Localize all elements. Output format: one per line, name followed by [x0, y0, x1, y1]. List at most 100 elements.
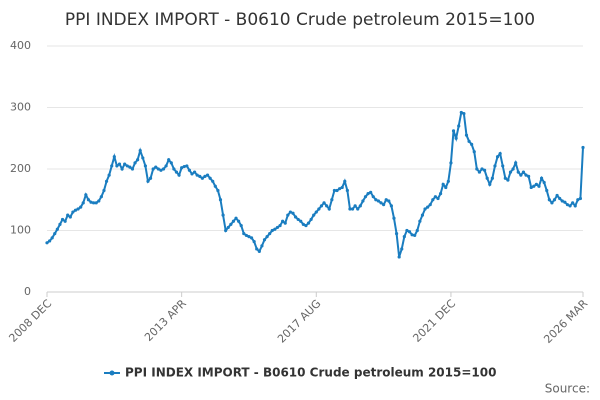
- point: [454, 136, 458, 140]
- point: [198, 174, 202, 178]
- point: [92, 201, 96, 205]
- point: [343, 179, 347, 183]
- point: [397, 255, 401, 259]
- point: [483, 168, 487, 172]
- point: [211, 179, 215, 183]
- point: [514, 161, 518, 165]
- point: [565, 203, 570, 207]
- point: [337, 187, 342, 191]
- point: [141, 156, 145, 160]
- point: [293, 215, 298, 219]
- point: [317, 207, 321, 211]
- point: [169, 161, 173, 165]
- point: [485, 176, 489, 180]
- point: [532, 184, 536, 188]
- point: [426, 205, 430, 209]
- point: [384, 198, 388, 202]
- point: [449, 161, 453, 165]
- point: [389, 204, 393, 208]
- point: [107, 173, 111, 177]
- point: [174, 170, 179, 174]
- point: [501, 164, 505, 168]
- point: [555, 193, 559, 198]
- point: [545, 188, 549, 193]
- point: [301, 222, 305, 226]
- point: [428, 203, 432, 207]
- point: [335, 188, 339, 193]
- point: [50, 236, 54, 240]
- point: [581, 145, 585, 150]
- point: [552, 198, 557, 202]
- point: [226, 225, 230, 230]
- point: [291, 211, 295, 215]
- point: [231, 219, 236, 223]
- point: [156, 167, 160, 171]
- point: [143, 164, 147, 168]
- point: [275, 225, 280, 230]
- point: [573, 204, 577, 208]
- point: [578, 196, 583, 201]
- point: [563, 200, 567, 204]
- point: [205, 173, 210, 177]
- point: [112, 155, 116, 159]
- point: [444, 185, 448, 190]
- point: [79, 205, 83, 209]
- x-tick-label: 2008 DEC: [6, 297, 54, 345]
- point: [130, 167, 135, 171]
- point: [195, 173, 199, 177]
- point: [167, 158, 171, 162]
- point: [405, 228, 409, 233]
- point: [394, 231, 399, 236]
- point: [58, 222, 62, 226]
- point: [464, 133, 469, 137]
- point: [66, 213, 70, 217]
- point: [244, 233, 248, 238]
- x-tick-label: 2013 APR: [142, 297, 189, 344]
- point: [47, 239, 52, 243]
- point: [493, 164, 497, 168]
- point: [576, 198, 580, 202]
- point: [457, 124, 461, 128]
- point: [361, 199, 365, 203]
- point: [340, 185, 344, 190]
- point: [247, 235, 251, 239]
- point: [477, 170, 482, 174]
- point: [146, 179, 150, 183]
- y-tick-label: 400: [10, 39, 31, 52]
- point: [99, 195, 103, 199]
- point: [286, 213, 290, 217]
- point: [353, 204, 357, 208]
- point: [503, 176, 507, 180]
- point: [94, 201, 98, 205]
- point: [438, 192, 443, 196]
- point: [312, 213, 316, 217]
- point: [560, 199, 564, 203]
- point: [115, 164, 119, 168]
- point: [154, 165, 158, 169]
- point: [363, 195, 368, 199]
- point: [366, 192, 370, 196]
- point: [420, 213, 425, 217]
- point: [249, 236, 254, 240]
- point: [516, 170, 520, 174]
- y-tick-label: 0: [24, 285, 31, 298]
- point: [534, 182, 538, 186]
- point: [327, 207, 331, 211]
- point: [356, 207, 360, 211]
- point: [296, 217, 300, 222]
- point: [423, 207, 427, 211]
- point: [260, 244, 264, 248]
- point: [472, 150, 476, 154]
- point: [506, 178, 510, 182]
- point: [467, 139, 471, 143]
- point: [76, 207, 80, 211]
- point: [185, 164, 189, 168]
- point: [221, 213, 225, 217]
- point: [151, 167, 155, 171]
- point: [571, 201, 575, 205]
- point: [462, 112, 466, 116]
- point: [136, 158, 140, 162]
- point: [148, 176, 153, 180]
- point: [314, 210, 318, 214]
- point: [470, 142, 474, 146]
